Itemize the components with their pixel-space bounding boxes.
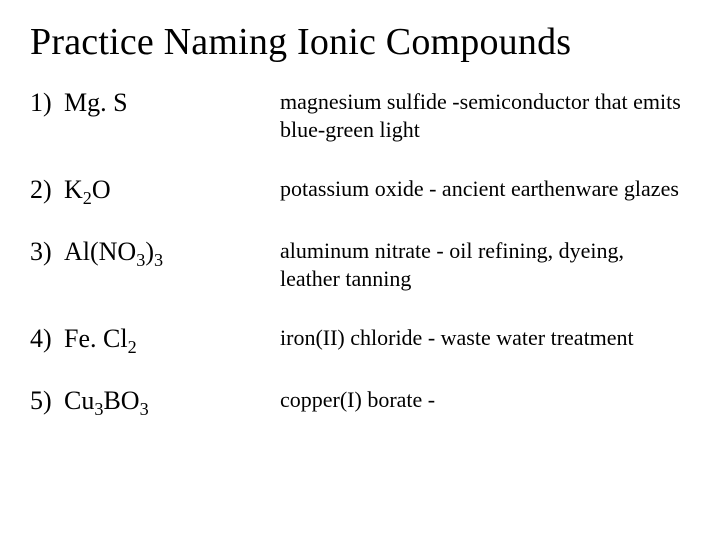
compound-formula: Al(NO3)3 bbox=[64, 237, 163, 267]
compound-description: potassium oxide - ancient earthenware gl… bbox=[280, 175, 690, 203]
compound-formula: K2O bbox=[64, 175, 111, 205]
item-number: 1) bbox=[30, 88, 64, 118]
compound-description: iron(II) chloride - waste water treatmen… bbox=[280, 324, 690, 352]
list-item: 3) Al(NO3)3 aluminum nitrate - oil refin… bbox=[30, 237, 690, 292]
item-number: 5) bbox=[30, 386, 64, 416]
page-title: Practice Naming Ionic Compounds bbox=[30, 20, 690, 64]
item-number: 2) bbox=[30, 175, 64, 205]
item-number: 4) bbox=[30, 324, 64, 354]
list-item: 2) K2O potassium oxide - ancient earthen… bbox=[30, 175, 690, 205]
compound-description: aluminum nitrate - oil refining, dyeing,… bbox=[280, 237, 690, 292]
list-item: 1) Mg. S magnesium sulfide -semiconducto… bbox=[30, 88, 690, 143]
compound-formula-cell: 3) Al(NO3)3 bbox=[30, 237, 280, 267]
compound-formula: Mg. S bbox=[64, 88, 128, 118]
compound-formula: Fe. Cl2 bbox=[64, 324, 137, 354]
compound-description: copper(I) borate - bbox=[280, 386, 690, 414]
compound-formula-cell: 4) Fe. Cl2 bbox=[30, 324, 280, 354]
compound-description: magnesium sulfide -semiconductor that em… bbox=[280, 88, 690, 143]
compound-formula-cell: 2) K2O bbox=[30, 175, 280, 205]
slide: Practice Naming Ionic Compounds 1) Mg. S… bbox=[0, 0, 720, 540]
compound-formula-cell: 1) Mg. S bbox=[30, 88, 280, 118]
list-item: 5) Cu3BO3 copper(I) borate - bbox=[30, 386, 690, 416]
item-number: 3) bbox=[30, 237, 64, 267]
compound-formula-cell: 5) Cu3BO3 bbox=[30, 386, 280, 416]
compound-list: 1) Mg. S magnesium sulfide -semiconducto… bbox=[30, 88, 690, 416]
compound-formula: Cu3BO3 bbox=[64, 386, 149, 416]
list-item: 4) Fe. Cl2 iron(II) chloride - waste wat… bbox=[30, 324, 690, 354]
